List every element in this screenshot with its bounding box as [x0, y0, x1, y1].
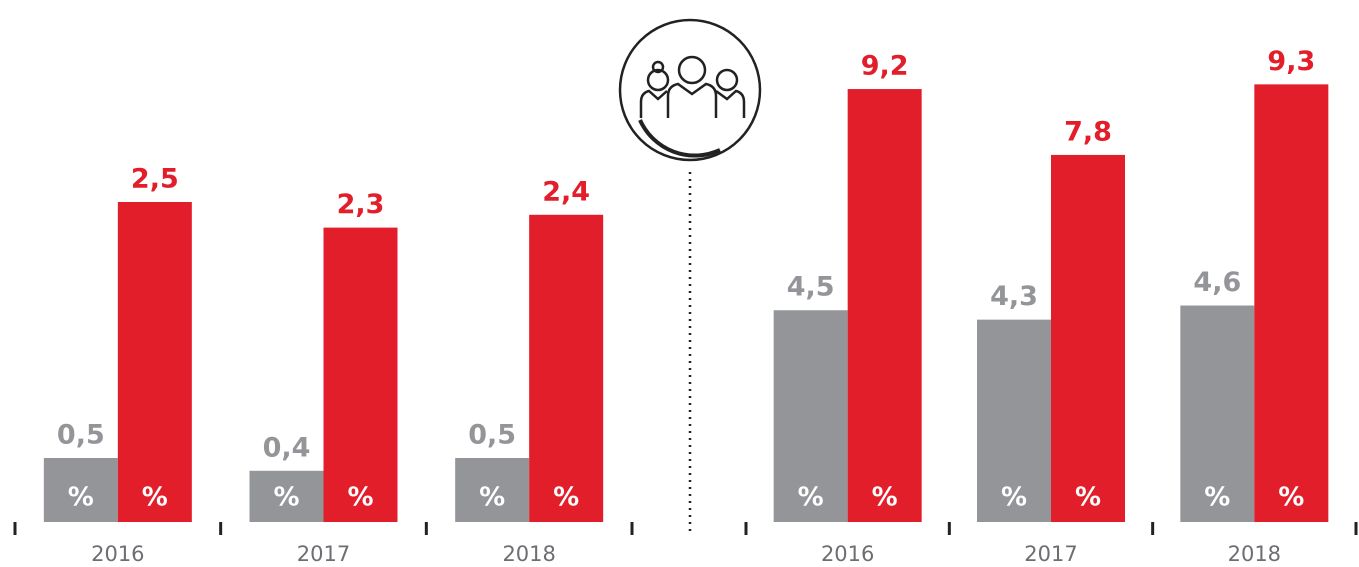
- value-label: 2,5: [131, 164, 179, 195]
- x-tick-label: 2016: [91, 542, 144, 566]
- x-tick-label: 2018: [1228, 542, 1281, 566]
- value-label: 9,2: [861, 51, 909, 82]
- value-label: 0,5: [57, 420, 105, 451]
- bar: [977, 319, 1051, 522]
- bar: [1051, 154, 1125, 523]
- bar: [529, 214, 604, 523]
- unit-label: %: [273, 483, 299, 513]
- unit-label: %: [1001, 483, 1027, 513]
- bar: [847, 89, 922, 522]
- bar: [1180, 305, 1255, 522]
- people-icon: [618, 18, 762, 162]
- unit-label: %: [1075, 483, 1101, 513]
- x-tick-label: 2017: [1024, 542, 1077, 566]
- unit-label: %: [872, 483, 898, 513]
- unit-label: %: [347, 483, 373, 513]
- value-label: 0,5: [468, 420, 516, 451]
- bar: [1254, 84, 1329, 523]
- bar: [117, 202, 192, 522]
- value-label: 2,4: [542, 176, 590, 207]
- unit-label: %: [1278, 483, 1304, 513]
- unit-label: %: [1204, 483, 1230, 513]
- bar: [43, 458, 118, 522]
- unit-label: %: [142, 483, 168, 513]
- x-tick-label: 2016: [821, 542, 874, 566]
- bar: [455, 458, 530, 522]
- unit-label: %: [553, 483, 579, 513]
- value-label: 4,5: [787, 272, 835, 303]
- value-label: 4,6: [1193, 267, 1241, 298]
- value-label: 2,3: [337, 189, 385, 220]
- unit-label: %: [798, 483, 824, 513]
- unit-label: %: [68, 483, 94, 513]
- value-label: 0,4: [263, 432, 311, 463]
- x-tick-label: 2017: [297, 542, 350, 566]
- value-label: 7,8: [1064, 116, 1112, 147]
- unit-label: %: [479, 483, 505, 513]
- value-label: 4,3: [990, 281, 1038, 312]
- value-label: 9,3: [1267, 46, 1315, 77]
- x-tick-label: 2018: [502, 542, 555, 566]
- bar: [323, 227, 398, 522]
- bar: [773, 310, 848, 522]
- bar: [249, 470, 324, 522]
